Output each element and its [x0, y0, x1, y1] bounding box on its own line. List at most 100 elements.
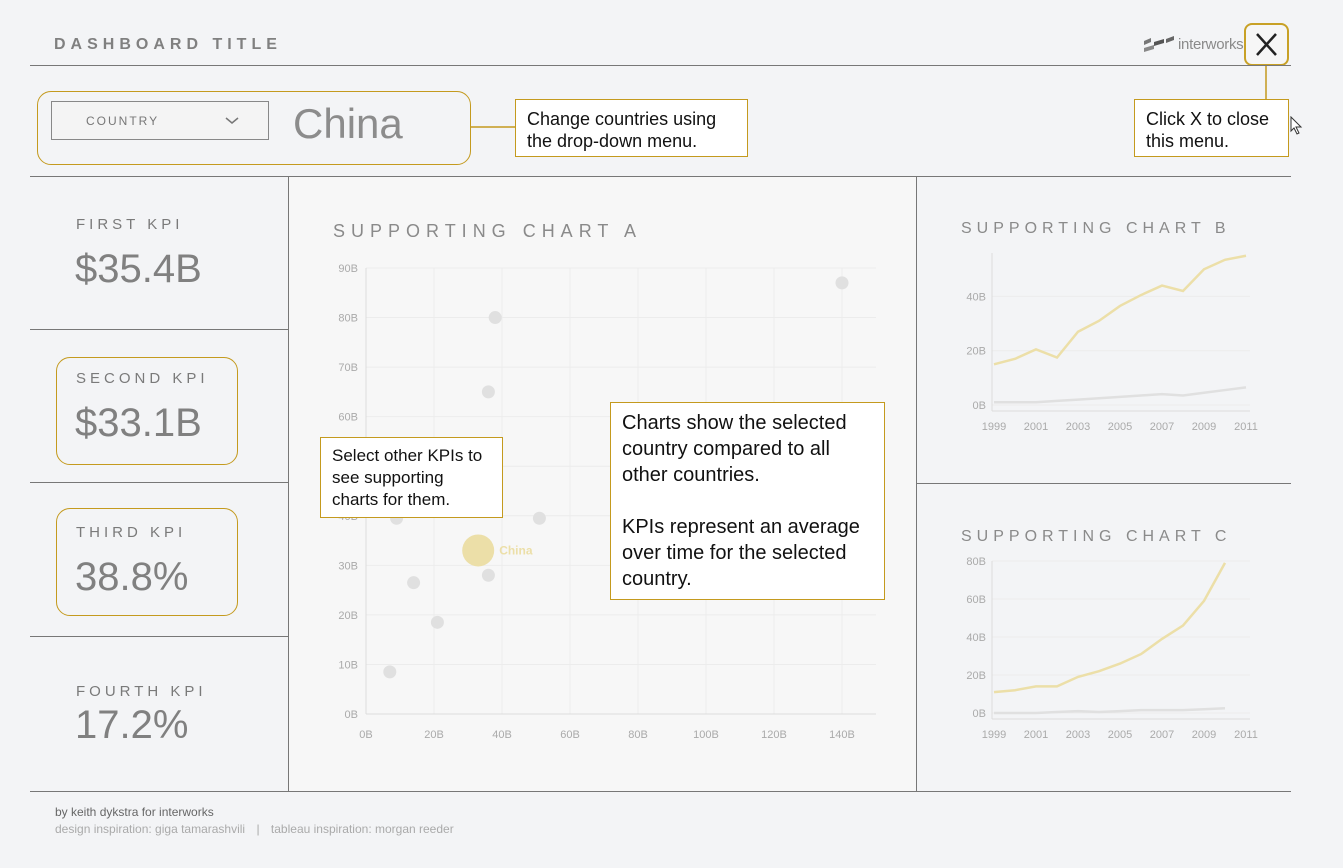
chart-c-y-tick: 60B: [966, 594, 986, 606]
header-divider: [30, 65, 1291, 66]
kpi-tile-first[interactable]: [30, 177, 289, 330]
kpi-value-fourth: 17.2%: [75, 703, 189, 747]
chart-b-x-tick: 2011: [1234, 421, 1258, 433]
chart-b-line[interactable]: 0B 20B 40B 1999 2001 2003 2005 2007 2009 2011: [917, 245, 1290, 440]
chart-b-y-tick: 20B: [966, 346, 986, 358]
chart-b-x-tick: 2003: [1066, 421, 1090, 433]
chart-a-point-label: China: [499, 543, 533, 557]
chart-b-series-others: [994, 386, 1247, 404]
charts-callout-line1: Charts show the selected country compare…: [622, 412, 847, 486]
dropdown-callout: Change countries using the drop-down men…: [515, 99, 748, 157]
mouse-cursor-icon: [1290, 116, 1303, 135]
kpi-value-second: $33.1B: [75, 401, 202, 445]
chart-a-x-tick: 140B: [829, 729, 855, 741]
chart-c-series-selected: [993, 562, 1227, 694]
interworks-logo-icon: [1144, 36, 1174, 52]
chart-a-point: [481, 568, 495, 582]
dashboard-title: DASHBOARD TITLE: [54, 36, 282, 53]
chart-a-x-tick: 60B: [560, 729, 580, 741]
footer-tableau: tableau inspiration: morgan reeder: [270, 822, 454, 836]
footer-separator: |: [256, 822, 260, 836]
close-button[interactable]: [1244, 23, 1289, 66]
chart-b-c-divider: [917, 483, 1291, 484]
interworks-logo: interworks: [1142, 33, 1246, 57]
chart-a-x-tick: 100B: [693, 729, 719, 741]
chart-a-y-tick: 30B: [338, 560, 358, 572]
chart-a-y-tick: 90B: [338, 263, 358, 275]
chart-b-y-tick: 0B: [973, 400, 986, 412]
chart-b-x-tick: 2007: [1150, 421, 1174, 433]
chart-c-title: SUPPORTING CHART C: [961, 528, 1232, 545]
chart-c-x-tick: 2003: [1066, 729, 1090, 741]
chart-c-line[interactable]: 0B 20B 40B 60B 80B 1999 2001 2003 2005 2007 2009 20…: [917, 553, 1290, 748]
chart-a-x-tick: 0B: [359, 729, 372, 741]
chart-a-x-tick: 80B: [628, 729, 648, 741]
chart-a-point: [407, 576, 421, 590]
kpi-callout: Select other KPIs to see supporting char…: [320, 437, 503, 518]
kpi-tile-second[interactable]: [30, 330, 289, 483]
kpi-value-first: $35.4B: [75, 247, 202, 291]
chart-b-x-tick: 2001: [1024, 421, 1048, 433]
chart-a-point-highlight: [462, 534, 495, 567]
charts-callout: Charts show the selected country compare…: [610, 402, 885, 600]
chart-b-x-tick: 1999: [982, 421, 1006, 433]
kpi-label-first: FIRST KPI: [76, 216, 184, 233]
chart-b-series-selected: [993, 254, 1247, 366]
footer-inspiration: design inspiration: giga tamarashvili | …: [55, 822, 454, 836]
footer-credit: by keith dykstra for interworks: [55, 805, 214, 819]
kpi-value-third: 38.8%: [75, 555, 189, 599]
country-dropdown-label: COUNTRY: [86, 114, 160, 128]
chart-c-x-tick: 2011: [1234, 729, 1258, 741]
chart-c-series-others: [994, 707, 1226, 715]
chart-a-point: [383, 665, 397, 679]
grid-bottom-divider: [30, 791, 1291, 792]
chart-c-y-tick: 20B: [966, 670, 986, 682]
logo-text: interworks: [1178, 36, 1244, 53]
chart-c-x-tick: 2001: [1024, 729, 1048, 741]
chart-a-y-tick: 80B: [338, 313, 358, 325]
kpi-label-second: SECOND KPI: [76, 370, 209, 387]
country-dropdown[interactable]: COUNTRY: [51, 101, 269, 140]
chart-a-x-tick: 20B: [424, 729, 444, 741]
chart-a-title: SUPPORTING CHART A: [333, 221, 643, 241]
chart-a-y-tick: 70B: [338, 362, 358, 374]
kpi-column-divider: [288, 177, 289, 791]
chart-a-point: [488, 311, 502, 325]
kpi-second-highlight-ring: [56, 357, 238, 465]
chart-b-x-tick: 2005: [1108, 421, 1132, 433]
chart-a-x-tick: 120B: [761, 729, 787, 741]
kpi-label-third: THIRD KPI: [76, 524, 187, 541]
charts-callout-line2: KPIs represent an average over time for …: [622, 516, 860, 590]
chart-c-y-tick: 80B: [966, 556, 986, 568]
selected-country: China: [293, 100, 403, 147]
chart-a-point: [430, 615, 444, 629]
chart-a-y-tick: 20B: [338, 610, 358, 622]
chart-a-point: [835, 276, 849, 290]
chart-column-divider: [916, 177, 917, 791]
chart-a-y-tick: 10B: [338, 659, 358, 671]
grid-top-divider: [30, 176, 1291, 177]
filter-highlight-ring: [37, 91, 471, 165]
kpi-label-fourth: FOURTH KPI: [76, 683, 207, 700]
chart-c-x-tick: 2009: [1192, 729, 1216, 741]
chart-b-title: SUPPORTING CHART B: [961, 220, 1231, 237]
chart-b-x-tick: 2009: [1192, 421, 1216, 433]
close-callout: Click X to close this menu.: [1134, 99, 1289, 157]
chart-c-x-tick: 2007: [1150, 729, 1174, 741]
kpi-third-highlight-ring: [56, 508, 238, 616]
chart-a-scatter[interactable]: 0B10B20B30B40B50B60B70B80B90B0B20B40B60B…: [289, 250, 915, 750]
chart-c-x-tick: 1999: [982, 729, 1006, 741]
close-x-icon: [1256, 33, 1277, 56]
chart-c-y-tick: 0B: [973, 708, 986, 720]
footer-design: design inspiration: giga tamarashvili: [55, 822, 246, 836]
chart-c-y-tick: 40B: [966, 632, 986, 644]
chart-a-y-tick: 60B: [338, 412, 358, 424]
chart-a-y-tick: 0B: [345, 709, 358, 721]
kpi-tile-fourth[interactable]: [30, 637, 289, 791]
chart-a-x-tick: 40B: [492, 729, 512, 741]
chart-a-point: [532, 511, 546, 525]
chart-a-point: [481, 385, 495, 399]
chart-b-y-tick: 40B: [966, 291, 986, 303]
chart-c-x-tick: 2005: [1108, 729, 1132, 741]
